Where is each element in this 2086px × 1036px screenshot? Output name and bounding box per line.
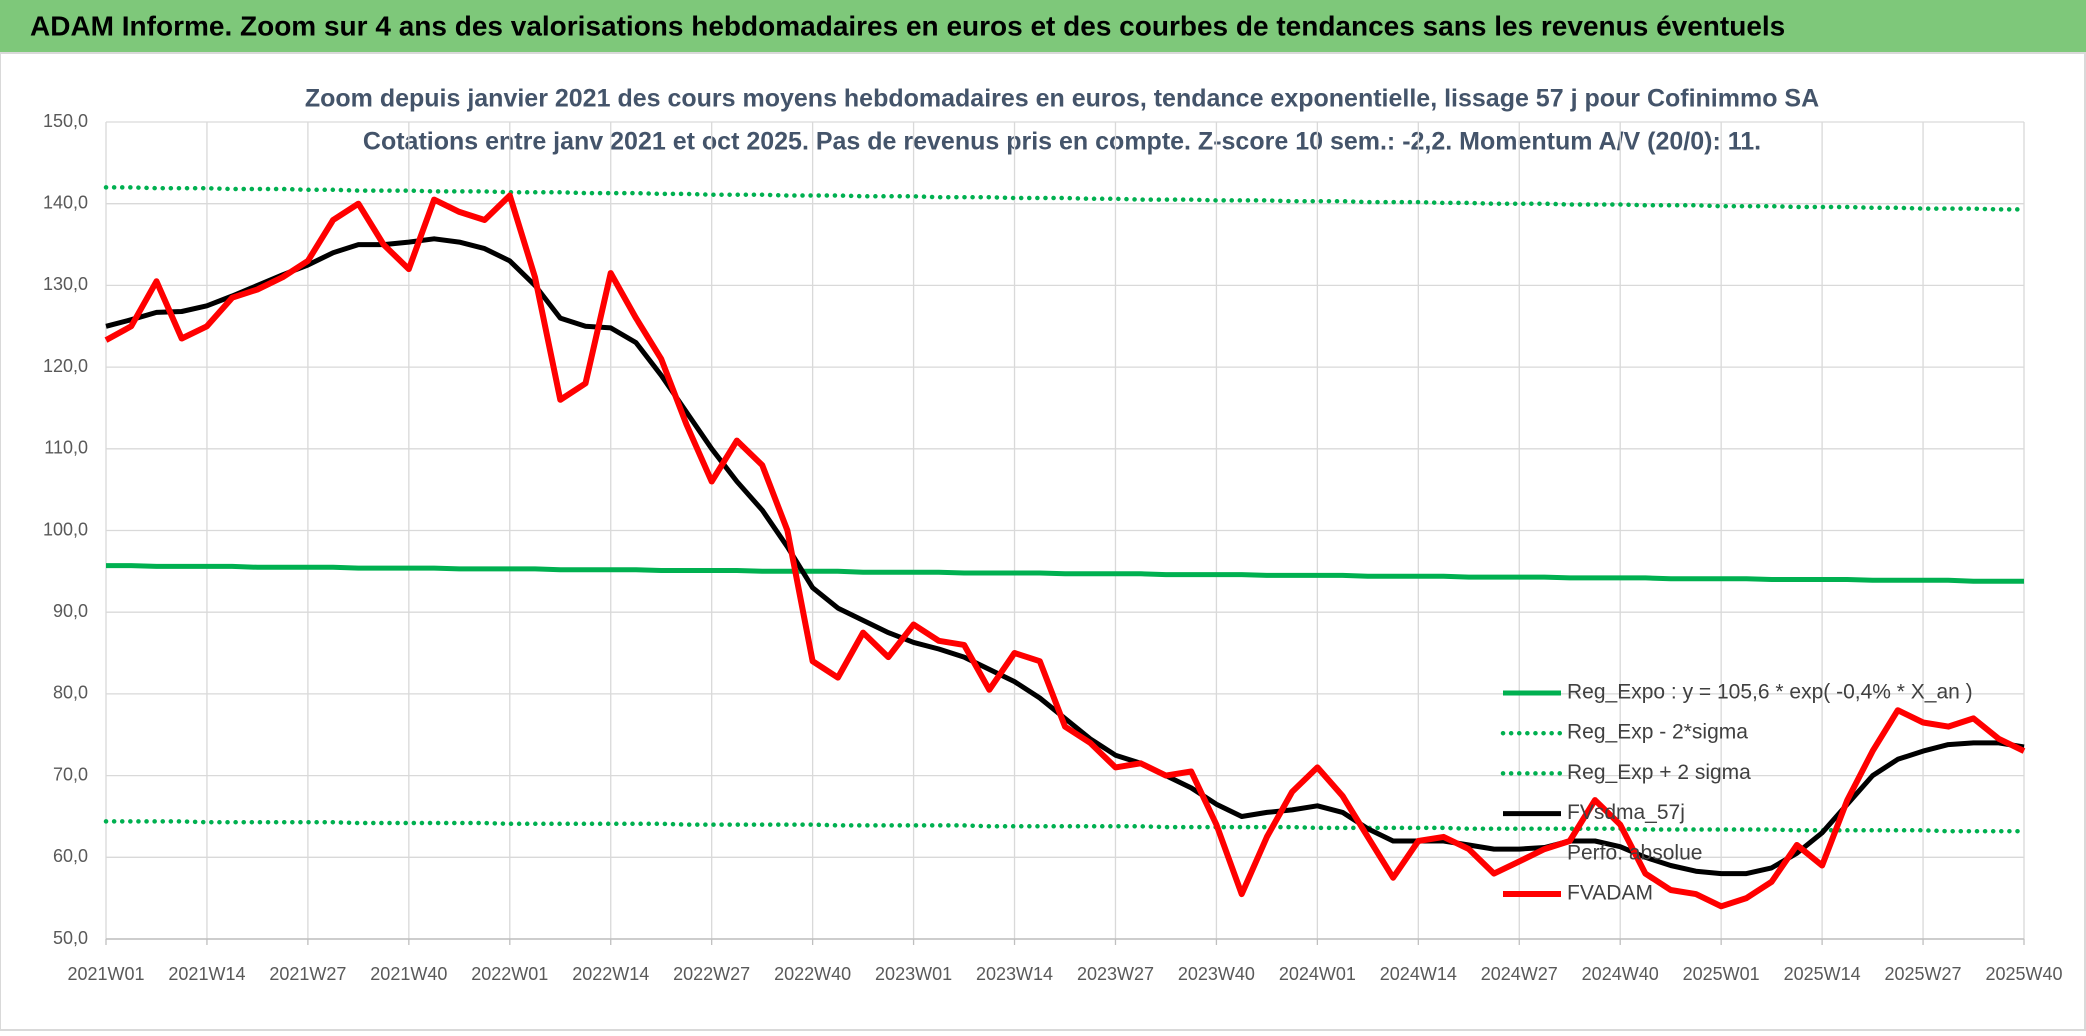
x-tick-label: 2021W14 xyxy=(168,964,245,984)
y-tick-label: 60,0 xyxy=(53,846,88,866)
x-tick-label: 2021W01 xyxy=(67,964,144,984)
x-tick-label: 2021W40 xyxy=(370,964,447,984)
x-tick-label: 2025W40 xyxy=(1985,964,2062,984)
series-line xyxy=(106,563,2024,584)
legend-label: FVsdma_57j xyxy=(1567,801,1685,824)
y-tick-label: 130,0 xyxy=(43,274,88,294)
x-tick-label: 2023W14 xyxy=(976,964,1053,984)
x-tick-label: 2025W01 xyxy=(1683,964,1760,984)
x-tick-label: 2024W27 xyxy=(1481,964,1558,984)
x-tick-label: 2024W01 xyxy=(1279,964,1356,984)
x-tick-label: 2022W01 xyxy=(471,964,548,984)
y-tick-label: 70,0 xyxy=(53,764,88,784)
x-tick-label: 2023W40 xyxy=(1178,964,1255,984)
legend-label: Reg_Expo : y = 105,6 * exp( -0,4% * X_an… xyxy=(1567,681,1973,704)
x-tick-label: 2024W14 xyxy=(1380,964,1457,984)
legend-label: Perfo. absolue xyxy=(1567,841,1702,864)
y-tick-label: 50,0 xyxy=(53,928,88,948)
y-tick-label: 80,0 xyxy=(53,683,88,703)
banner-bar xyxy=(0,0,2086,53)
y-tick-label: 120,0 xyxy=(43,356,88,376)
y-tick-label: 150,0 xyxy=(43,111,88,131)
y-tick-label: 140,0 xyxy=(43,192,88,212)
chart-title: Zoom depuis janvier 2021 des cours moyen… xyxy=(305,85,1819,113)
banner-title: ADAM Informe. Zoom sur 4 ans des valoris… xyxy=(30,10,1785,41)
x-tick-label: 2025W14 xyxy=(1784,964,1861,984)
chart-subtitle: Cotations entre janv 2021 et oct 2025. P… xyxy=(363,128,1761,156)
y-tick-label: 110,0 xyxy=(44,438,88,458)
x-tick-label: 2023W27 xyxy=(1077,964,1154,984)
x-tick-label: 2022W14 xyxy=(572,964,649,984)
x-tick-label: 2021W27 xyxy=(269,964,346,984)
y-tick-label: 100,0 xyxy=(43,519,88,539)
series-line xyxy=(104,192,2026,910)
x-tick-label: 2022W27 xyxy=(673,964,750,984)
legend-label: Reg_Exp + 2 sigma xyxy=(1567,761,1751,784)
legend-label: Reg_Exp - 2*sigma xyxy=(1567,721,1748,744)
x-tick-label: 2024W40 xyxy=(1582,964,1659,984)
x-tick-label: 2023W01 xyxy=(875,964,952,984)
x-tick-label: 2025W27 xyxy=(1885,964,1962,984)
legend-label: FVADAM xyxy=(1567,882,1653,905)
y-tick-label: 90,0 xyxy=(53,601,88,621)
x-tick-label: 2022W40 xyxy=(774,964,851,984)
chart-frame xyxy=(0,52,2086,1031)
